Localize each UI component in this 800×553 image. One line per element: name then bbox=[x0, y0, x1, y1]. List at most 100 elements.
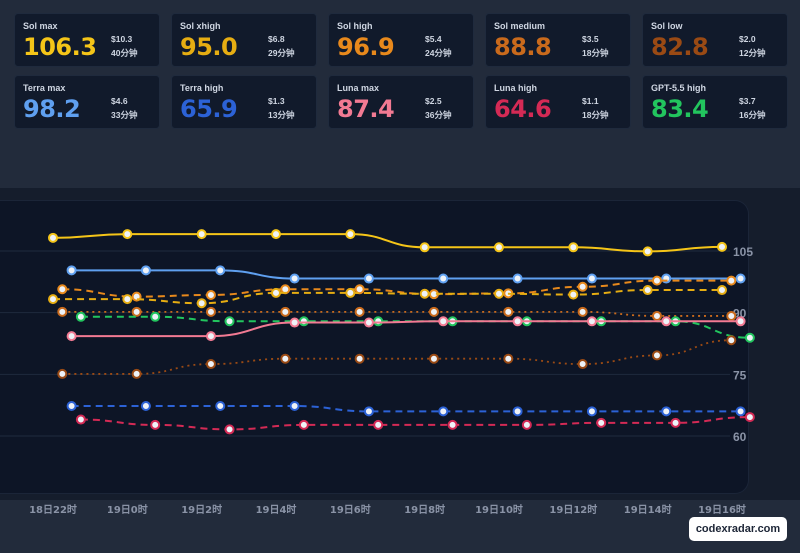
data-point bbox=[122, 294, 133, 305]
card-cost: $4.6 bbox=[111, 96, 128, 106]
card-score: 87.4 bbox=[337, 95, 395, 123]
data-point bbox=[726, 275, 737, 286]
data-point bbox=[503, 306, 514, 317]
data-point bbox=[224, 316, 235, 327]
data-point bbox=[205, 359, 216, 370]
series-line bbox=[80, 416, 750, 431]
card-duration: 18分钟 bbox=[582, 48, 609, 58]
data-point bbox=[66, 400, 77, 411]
data-point bbox=[661, 406, 672, 417]
score-card[interactable]: Terra high 65.9 $1.3 13分钟 bbox=[171, 75, 317, 129]
x-tick-label: 19日10时 bbox=[475, 503, 523, 516]
data-point bbox=[577, 359, 588, 370]
data-point bbox=[512, 273, 523, 284]
data-point bbox=[150, 311, 161, 322]
data-point bbox=[363, 406, 374, 417]
data-point bbox=[438, 316, 449, 327]
card-duration: 12分钟 bbox=[739, 48, 766, 58]
data-point bbox=[428, 353, 439, 364]
series-line bbox=[71, 320, 741, 338]
data-point bbox=[503, 353, 514, 364]
data-point bbox=[57, 368, 68, 379]
card-cost: $2.5 bbox=[425, 96, 442, 106]
data-point bbox=[140, 265, 151, 276]
y-tick-label: 60 bbox=[733, 430, 747, 444]
data-point bbox=[717, 241, 727, 252]
score-card[interactable]: Luna max 87.4 $2.5 36分钟 bbox=[328, 75, 474, 129]
data-point bbox=[205, 331, 216, 342]
data-point bbox=[289, 273, 300, 284]
y-tick-label: 105 bbox=[733, 245, 753, 259]
data-point bbox=[651, 275, 662, 286]
data-point bbox=[363, 317, 374, 328]
data-point bbox=[568, 289, 579, 300]
score-card[interactable]: Sol low 82.8 $2.0 12分钟 bbox=[642, 13, 788, 67]
card-model-name: Sol low bbox=[651, 21, 683, 31]
card-model-name: Sol high bbox=[337, 21, 373, 31]
x-tick-label: 19日6时 bbox=[330, 503, 371, 516]
series-line bbox=[71, 269, 741, 280]
series-line bbox=[71, 404, 741, 413]
card-cost: $6.8 bbox=[268, 34, 285, 44]
data-point bbox=[289, 400, 300, 411]
data-point bbox=[196, 229, 207, 240]
x-tick-label: 19日8时 bbox=[404, 503, 445, 516]
data-point bbox=[735, 316, 746, 327]
watermark-badge[interactable]: codexradar.com bbox=[689, 517, 787, 541]
card-cost: $3.7 bbox=[739, 96, 756, 106]
series-line bbox=[62, 279, 732, 298]
data-point bbox=[48, 294, 58, 305]
data-point bbox=[289, 317, 300, 328]
data-point bbox=[363, 273, 374, 284]
data-point bbox=[521, 419, 532, 430]
data-point bbox=[577, 281, 588, 292]
data-point bbox=[494, 288, 504, 299]
x-tick-label: 19日16时 bbox=[698, 503, 746, 516]
card-score: 83.4 bbox=[651, 95, 709, 123]
score-card[interactable]: Luna high 64.6 $1.1 18分钟 bbox=[485, 75, 631, 129]
data-point bbox=[280, 353, 291, 364]
card-model-name: Luna high bbox=[494, 83, 537, 93]
card-model-name: GPT-5.5 high bbox=[651, 83, 707, 93]
data-point bbox=[744, 412, 755, 423]
score-card[interactable]: Sol medium 88.8 $3.5 18分钟 bbox=[485, 13, 631, 67]
card-score: 98.2 bbox=[23, 95, 81, 123]
data-point bbox=[419, 242, 430, 253]
card-duration: 40分钟 bbox=[111, 48, 138, 58]
card-model-name: Sol xhigh bbox=[180, 21, 221, 31]
card-cost: $5.4 bbox=[425, 34, 442, 44]
card-duration: 33分钟 bbox=[111, 110, 138, 120]
card-model-name: Sol max bbox=[23, 21, 58, 31]
card-duration: 16分钟 bbox=[739, 110, 766, 120]
data-point bbox=[57, 284, 68, 295]
card-cost: $3.5 bbox=[582, 34, 599, 44]
data-point bbox=[661, 316, 672, 327]
data-point bbox=[354, 353, 365, 364]
card-cost: $1.1 bbox=[582, 96, 599, 106]
score-card[interactable]: Sol high 96.9 $5.4 24分钟 bbox=[328, 13, 474, 67]
y-tick-label: 75 bbox=[733, 368, 747, 382]
data-point bbox=[205, 306, 216, 317]
x-tick-label: 19日14时 bbox=[624, 503, 672, 516]
data-point bbox=[354, 306, 365, 317]
data-point bbox=[651, 350, 662, 361]
card-model-name: Terra max bbox=[23, 83, 66, 93]
data-point bbox=[131, 368, 142, 379]
data-point bbox=[512, 406, 523, 417]
series-line bbox=[80, 315, 750, 339]
score-card[interactable]: Sol max 106.3 $10.3 40分钟 bbox=[14, 13, 160, 67]
x-tick-label: 19日0时 bbox=[107, 503, 148, 516]
score-card[interactable]: GPT-5.5 high 83.4 $3.7 16分钟 bbox=[642, 75, 788, 129]
data-point bbox=[735, 406, 746, 417]
data-point bbox=[670, 417, 681, 428]
data-point bbox=[586, 316, 597, 327]
data-point bbox=[651, 310, 662, 321]
data-point bbox=[642, 246, 653, 257]
data-point bbox=[642, 285, 653, 296]
data-point bbox=[735, 273, 746, 284]
data-point bbox=[122, 229, 133, 240]
score-card[interactable]: Terra max 98.2 $4.6 33分钟 bbox=[14, 75, 160, 129]
data-point bbox=[131, 306, 142, 317]
score-card[interactable]: Sol xhigh 95.0 $6.8 29分钟 bbox=[171, 13, 317, 67]
data-point bbox=[215, 265, 226, 276]
